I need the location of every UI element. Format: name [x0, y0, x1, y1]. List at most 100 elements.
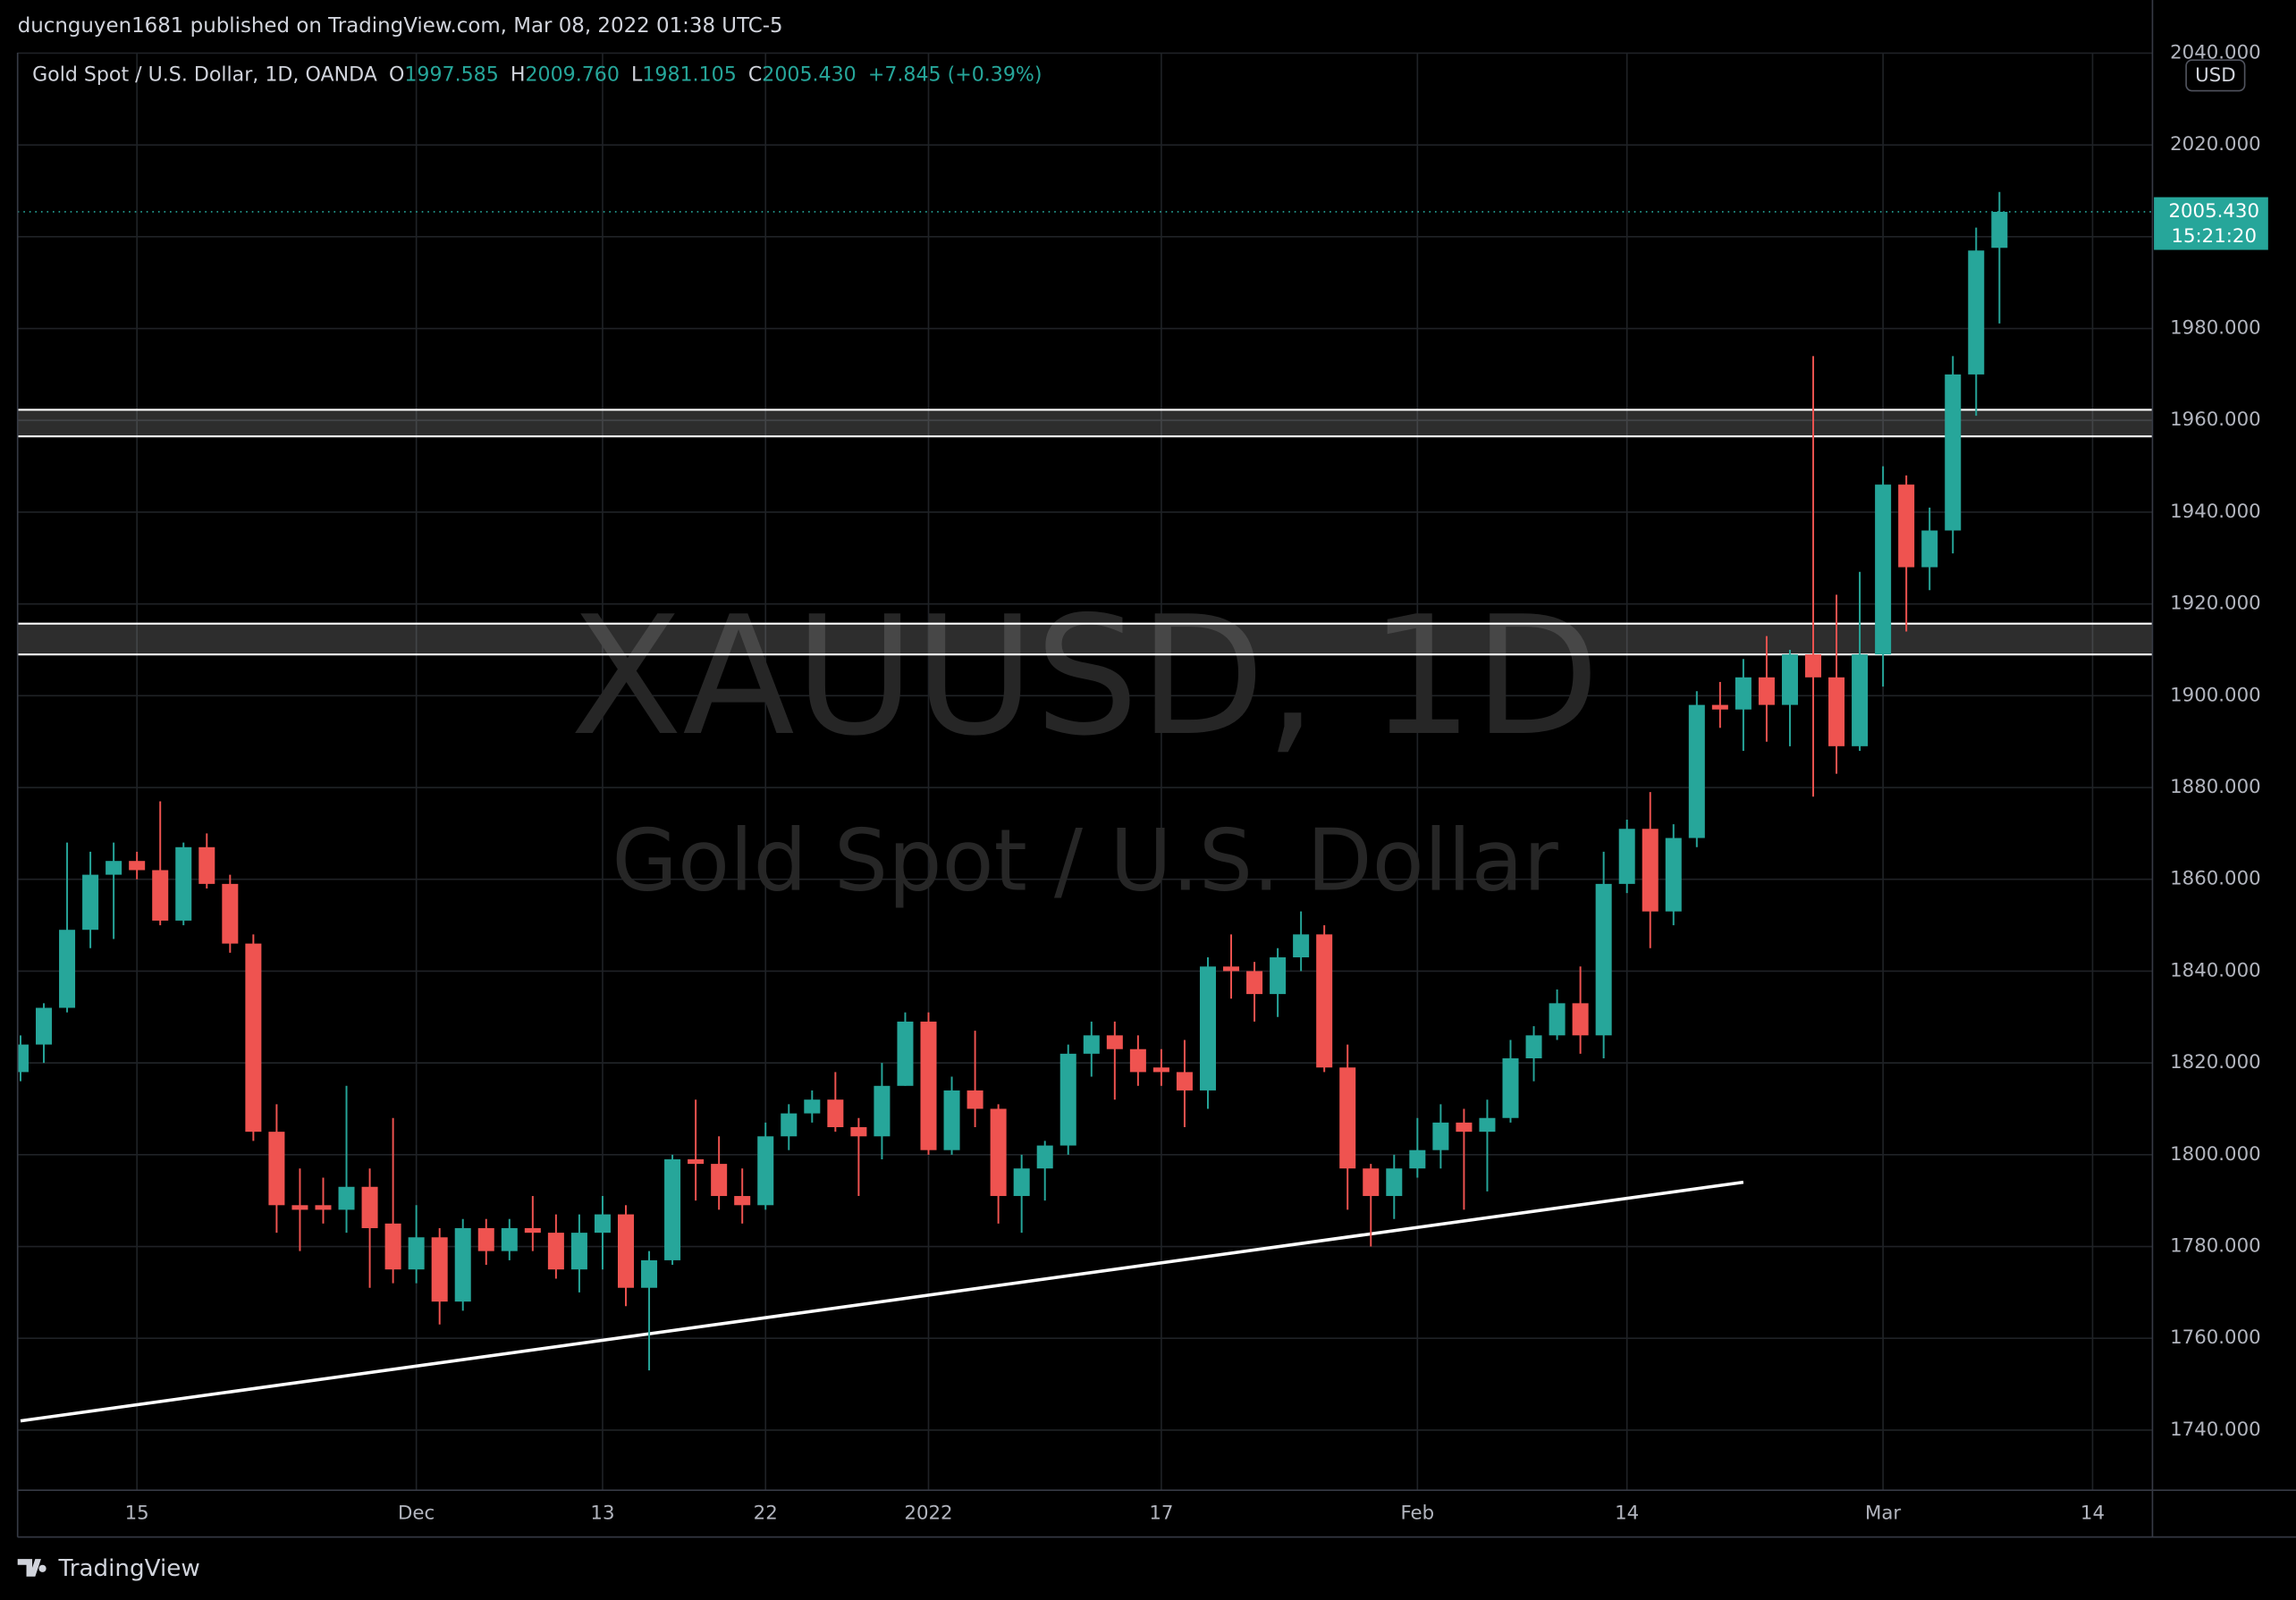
footer-logo: TradingView	[17, 1555, 200, 1582]
candle-body	[198, 846, 215, 884]
candle-body	[1758, 677, 1775, 705]
y-tick-label: 1820.000	[2170, 1051, 2261, 1074]
y-tick-label: 1880.000	[2170, 776, 2261, 798]
candle-body	[594, 1214, 611, 1234]
candle-body	[1176, 1072, 1193, 1091]
candle-body	[1013, 1168, 1030, 1197]
y-tick-label: 1940.000	[2170, 501, 2261, 523]
candle-body	[1199, 966, 1216, 1091]
candle-body	[547, 1233, 564, 1270]
candle-body	[129, 861, 146, 871]
countdown-label: 15:21:20	[2171, 225, 2257, 248]
x-tick-label: Mar	[1865, 1502, 1901, 1524]
candle-body	[1316, 934, 1333, 1068]
candle-body	[920, 1021, 937, 1150]
candle-body	[1549, 1003, 1566, 1036]
y-tick-label: 1920.000	[2170, 593, 2261, 615]
candle-body	[1432, 1122, 1449, 1150]
ohlc-value: 2005.430	[762, 63, 856, 86]
logo-mark	[17, 1559, 46, 1577]
candle-body	[734, 1196, 751, 1206]
candle-body	[315, 1205, 332, 1210]
y-tick-label: 1840.000	[2170, 959, 2261, 981]
candle-body	[1875, 484, 1892, 655]
x-tick-label: Feb	[1400, 1502, 1434, 1524]
symbol-title: Gold Spot / U.S. Dollar, 1D, OANDA	[32, 63, 377, 86]
candle-body	[36, 1007, 53, 1045]
candle-body	[874, 1085, 891, 1137]
candle-body	[1688, 704, 1705, 838]
x-tick-label: 14	[1615, 1502, 1639, 1524]
candle-body	[1106, 1035, 1123, 1049]
x-tick-label: Dec	[398, 1502, 435, 1524]
candle-body	[477, 1227, 494, 1251]
candle-body	[570, 1233, 587, 1270]
ohlc-label: O	[389, 63, 404, 86]
candle-body	[1852, 654, 1869, 746]
candle-body	[967, 1090, 983, 1109]
candle-body	[1502, 1057, 1519, 1118]
y-tick-label: 1980.000	[2170, 317, 2261, 340]
candle-body	[1456, 1122, 1473, 1133]
candle-body	[688, 1158, 705, 1165]
candle-body	[384, 1223, 401, 1270]
candle-body	[1898, 484, 1915, 568]
candle-body	[454, 1227, 471, 1302]
candle-body	[1991, 211, 2008, 248]
candle-body	[1945, 374, 1962, 531]
candle-body	[1386, 1168, 1403, 1197]
candle-body	[1968, 250, 1985, 375]
zone	[17, 623, 2153, 655]
candle-body	[268, 1132, 285, 1206]
candle-body	[291, 1205, 308, 1210]
candle-body	[1059, 1053, 1076, 1146]
footer-brand: TradingView	[58, 1555, 200, 1582]
candle-body	[1409, 1149, 1426, 1169]
x-tick-label: 15	[125, 1502, 149, 1524]
candle-body	[1479, 1117, 1496, 1133]
candle-body	[1152, 1067, 1169, 1073]
candle-body	[1363, 1168, 1380, 1197]
change-value: +7.845 (+0.39%)	[868, 63, 1042, 86]
watermark-symbol: XAUUSD, 1D	[570, 582, 1600, 772]
y-tick-label: 1800.000	[2170, 1143, 2261, 1166]
candle-body	[1036, 1145, 1053, 1169]
candle-body	[1129, 1048, 1146, 1073]
x-tick-label: 13	[590, 1502, 614, 1524]
candle-body	[1921, 530, 1938, 568]
last-price-tag	[2154, 197, 2268, 250]
watermark-name: Gold Spot / U.S. Dollar	[612, 812, 1558, 910]
candle-body	[990, 1108, 1007, 1197]
candle-body	[1642, 829, 1659, 912]
last-price-label: 2005.430	[2168, 200, 2259, 223]
candle-body	[524, 1227, 541, 1234]
candle-body	[1665, 838, 1682, 912]
trendline	[20, 1180, 1744, 1423]
symbol-legend: Gold Spot / U.S. Dollar, 1D, OANDA O1997.…	[32, 63, 1042, 86]
candle-body	[17, 1044, 29, 1073]
candle-body	[897, 1021, 914, 1086]
candle-body	[711, 1164, 728, 1197]
candle-body	[1711, 704, 1728, 710]
axes: 1740.000 1760.000 1780.000 1800.000 1820.000…	[125, 41, 2268, 1524]
candle-body	[245, 943, 262, 1133]
candle-body	[641, 1259, 658, 1288]
candle-body	[1595, 883, 1612, 1036]
candle-body	[664, 1158, 681, 1260]
currency-label: USD	[2195, 64, 2235, 87]
candle-body	[1223, 966, 1240, 972]
ohlc-label: C	[748, 63, 762, 86]
candle-body	[82, 874, 99, 931]
ohlc-label: H	[511, 63, 526, 86]
x-tick-label: 17	[1149, 1502, 1173, 1524]
candle-body	[781, 1113, 798, 1137]
candle-body	[1246, 971, 1263, 995]
candle-body	[431, 1237, 448, 1302]
candle-body	[361, 1186, 378, 1228]
candle-body	[408, 1237, 425, 1270]
y-tick-label: 1760.000	[2170, 1326, 2261, 1349]
x-tick-label: 14	[2081, 1502, 2105, 1524]
